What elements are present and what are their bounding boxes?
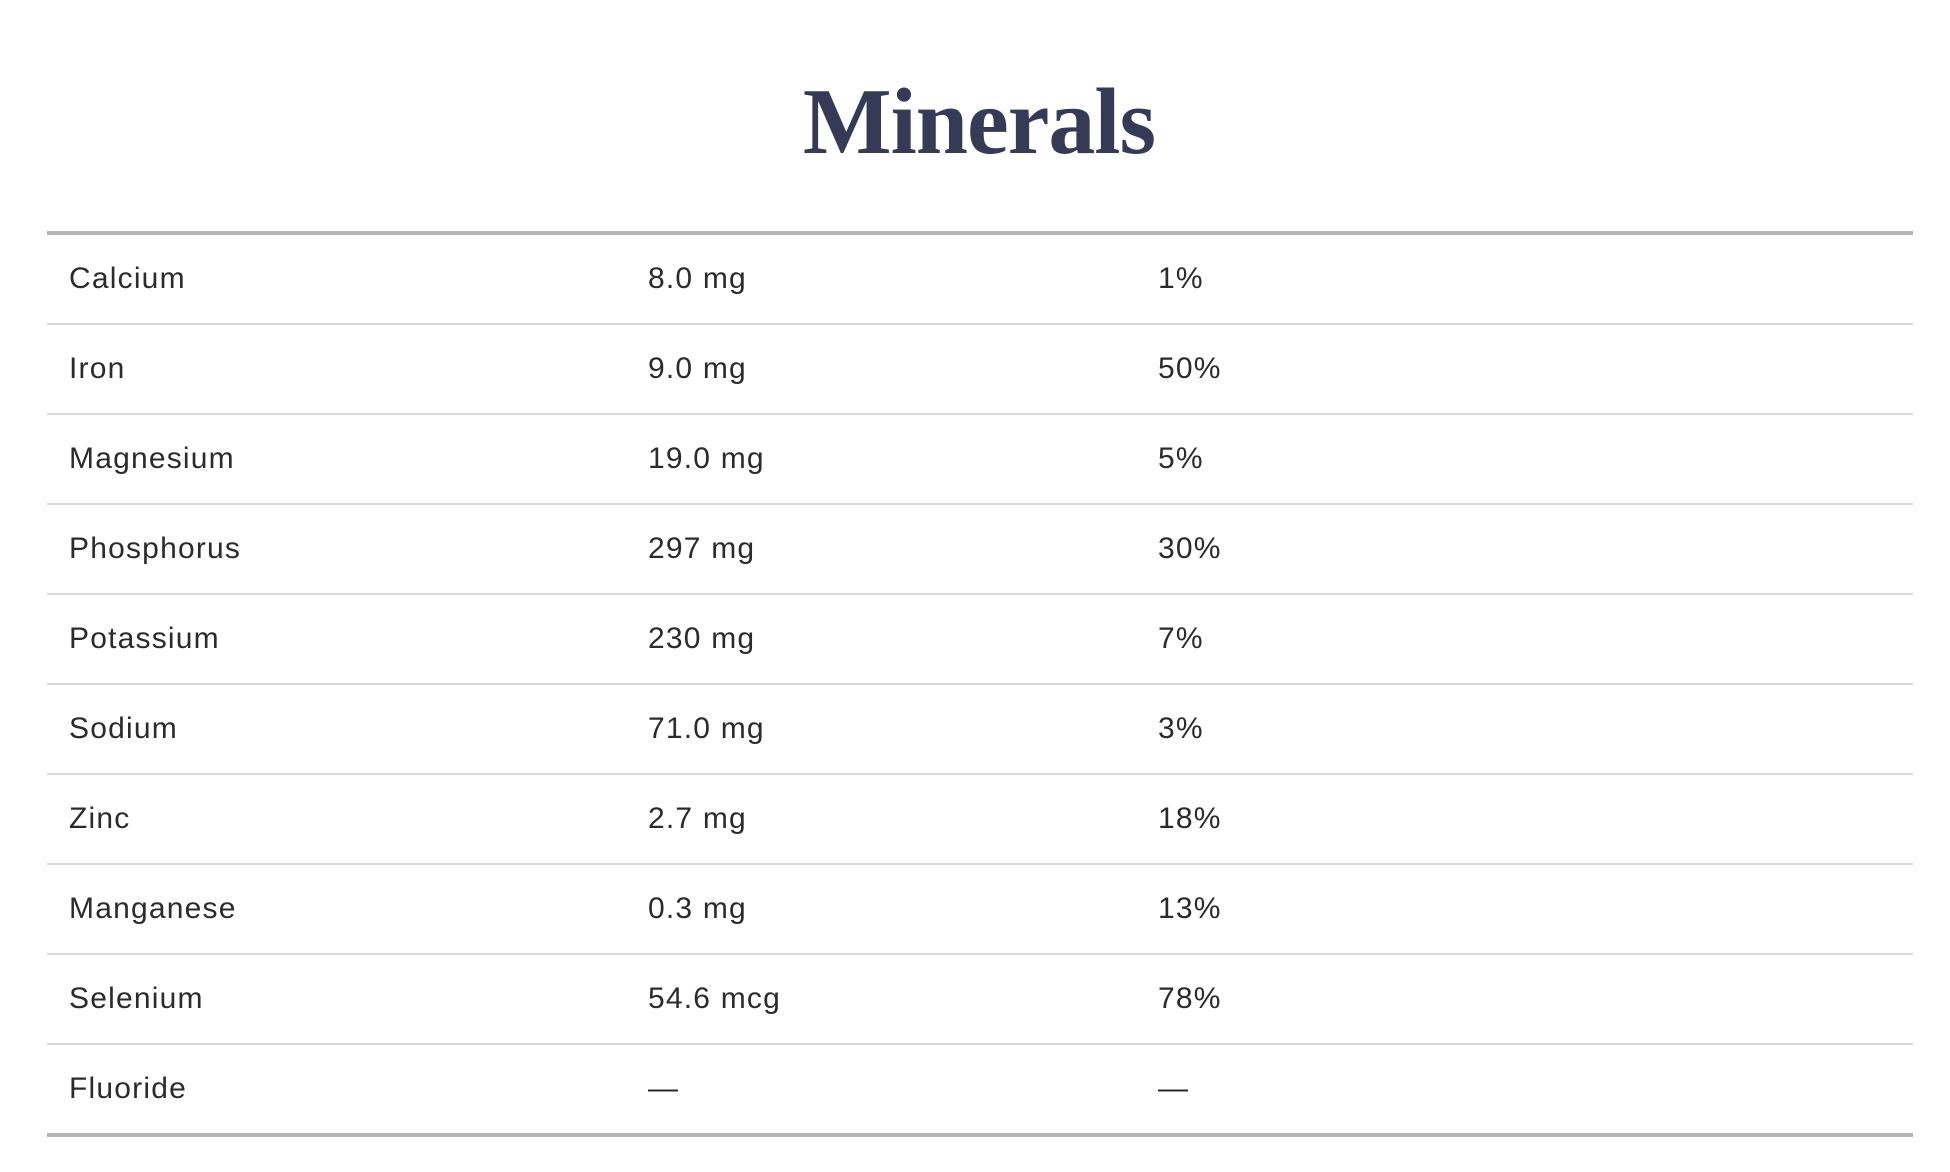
mineral-amount: 230 mg (648, 622, 756, 655)
mineral-amount: 71.0 mg (648, 712, 765, 745)
mineral-name: Calcium (69, 262, 186, 295)
mineral-daily-value: — (1158, 1072, 1190, 1105)
mineral-daily-value: 50% (1158, 352, 1222, 385)
table-row: Calcium 8.0 mg 1% (47, 235, 1913, 325)
mineral-amount: 9.0 mg (648, 352, 747, 385)
mineral-daily-value: 18% (1158, 802, 1222, 835)
mineral-daily-value: 13% (1158, 892, 1222, 925)
mineral-daily-value: 78% (1158, 982, 1222, 1015)
mineral-daily-value: 30% (1158, 532, 1222, 565)
mineral-name: Selenium (69, 982, 204, 1015)
minerals-table: Calcium 8.0 mg 1% Iron 9.0 mg 50% Magnes… (47, 231, 1913, 1137)
mineral-amount: 54.6 mcg (648, 982, 781, 1015)
mineral-amount: 0.3 mg (648, 892, 747, 925)
table-row: Phosphorus 297 mg 30% (47, 505, 1913, 595)
table-row: Potassium 230 mg 7% (47, 595, 1913, 685)
mineral-amount: 19.0 mg (648, 442, 765, 475)
section-title: Minerals (802, 70, 1156, 174)
table-row: Iron 9.0 mg 50% (47, 325, 1913, 415)
mineral-amount: 8.0 mg (648, 262, 747, 295)
mineral-name: Potassium (69, 622, 220, 655)
mineral-daily-value: 1% (1158, 262, 1204, 295)
mineral-name: Zinc (69, 802, 131, 835)
mineral-amount: 297 mg (648, 532, 756, 565)
mineral-name: Magnesium (69, 442, 235, 475)
mineral-name: Sodium (69, 712, 178, 745)
table-row: Manganese 0.3 mg 13% (47, 865, 1913, 955)
mineral-daily-value: 3% (1158, 712, 1204, 745)
table-row: Sodium 71.0 mg 3% (47, 685, 1913, 775)
mineral-name: Fluoride (69, 1072, 187, 1105)
mineral-name: Iron (69, 352, 126, 385)
mineral-amount: — (648, 1072, 680, 1105)
mineral-daily-value: 5% (1158, 442, 1204, 475)
mineral-daily-value: 7% (1158, 622, 1204, 655)
mineral-name: Manganese (69, 892, 237, 925)
mineral-amount: 2.7 mg (648, 802, 747, 835)
table-row: Fluoride — — (47, 1045, 1913, 1133)
table-row: Selenium 54.6 mcg 78% (47, 955, 1913, 1045)
table-row: Zinc 2.7 mg 18% (47, 775, 1913, 865)
mineral-name: Phosphorus (69, 532, 242, 565)
table-row: Magnesium 19.0 mg 5% (47, 415, 1913, 505)
